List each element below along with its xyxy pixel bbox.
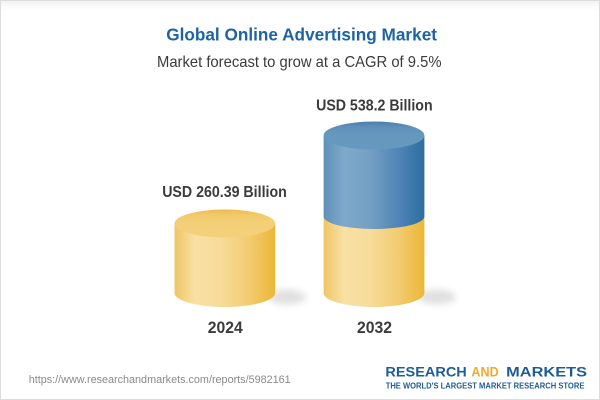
svg-text:Market forecast to grow at a C: Market forecast to grow at a CAGR of 9.5…: [157, 54, 442, 71]
svg-text:RESEARCH: RESEARCH: [385, 364, 466, 379]
svg-text:2032: 2032: [357, 318, 392, 337]
svg-text:Global Online Advertising Mark: Global Online Advertising Market: [166, 24, 437, 44]
svg-text:MARKETS: MARKETS: [506, 364, 587, 379]
svg-text:USD 260.39 Billion: USD 260.39 Billion: [162, 184, 287, 201]
svg-text:AND: AND: [471, 364, 499, 379]
svg-text:THE WORLD'S LARGEST MARKET RES: THE WORLD'S LARGEST MARKET RESEARCH STOR…: [386, 381, 585, 391]
svg-text:https://www.researchandmarkets: https://www.researchandmarkets.com/repor…: [29, 374, 291, 386]
svg-text:2024: 2024: [208, 318, 243, 337]
svg-text:USD 538.2 Billion: USD 538.2 Billion: [316, 98, 433, 115]
